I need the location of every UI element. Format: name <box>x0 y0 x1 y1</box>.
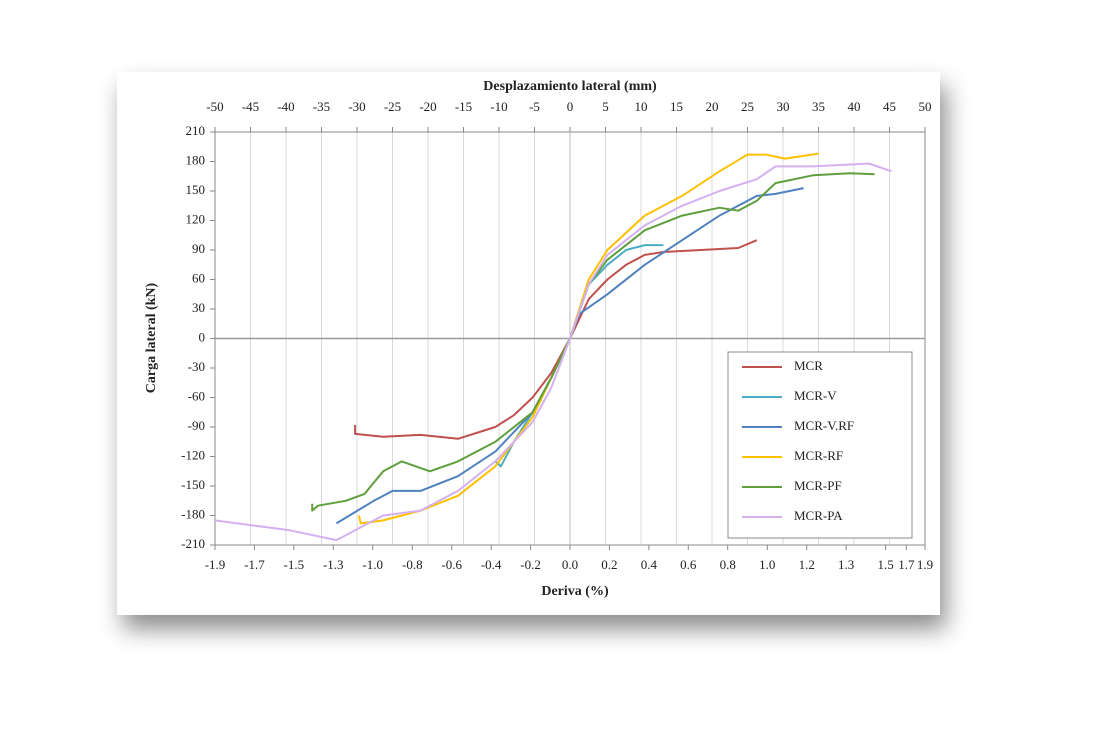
legend-label: MCR-V.RF <box>794 418 854 433</box>
x2-tick-label: 10 <box>635 99 648 114</box>
legend-label: MCR-V <box>794 388 837 403</box>
y-tick-label: 0 <box>199 329 206 344</box>
y-tick-label: 180 <box>186 152 206 167</box>
x2-tick-label: -15 <box>455 99 472 114</box>
x2-tick-label: -30 <box>348 99 365 114</box>
y-tick-label: 210 <box>186 123 206 138</box>
chart-title: Desplazamiento lateral (mm) <box>483 79 657 94</box>
x2-tick-label: 5 <box>602 99 609 114</box>
x2-tick-label: 40 <box>848 99 861 114</box>
x-tick-label: 1.2 <box>799 557 815 572</box>
x2-tick-label: 35 <box>812 99 825 114</box>
x-tick-label: 1.0 <box>759 557 775 572</box>
x2-tick-label: 45 <box>883 99 896 114</box>
x-tick-label: 1.9 <box>917 557 933 572</box>
y-tick-label: -150 <box>181 477 205 492</box>
y-tick-label: 90 <box>192 241 205 256</box>
x2-tick-label: -5 <box>529 99 540 114</box>
x2-tick-label: 25 <box>741 99 754 114</box>
x2-tick-label: 50 <box>919 99 932 114</box>
x2-tick-label: 30 <box>777 99 790 114</box>
x-tick-label: 0.6 <box>680 557 697 572</box>
y-tick-label: -210 <box>181 536 205 551</box>
legend-label: MCR <box>794 358 823 373</box>
x-tick-label: 0.8 <box>720 557 736 572</box>
y-tick-label: -180 <box>181 506 205 521</box>
x-tick-label: -1.3 <box>323 557 344 572</box>
x2-tick-label: -20 <box>419 99 436 114</box>
series-line <box>214 162 892 542</box>
x-tick-label: -0.6 <box>441 557 462 572</box>
x-axis-label: Deriva (%) <box>541 584 609 599</box>
x-tick-label: 0.2 <box>601 557 617 572</box>
legend-label: MCR-PA <box>794 508 843 523</box>
legend-label: MCR-RF <box>794 448 843 463</box>
x2-tick-label: -10 <box>490 99 507 114</box>
series-line <box>311 172 875 512</box>
x-tick-label: -0.4 <box>481 557 502 572</box>
x-tick-label: -0.8 <box>402 557 423 572</box>
x2-tick-label: -45 <box>242 99 259 114</box>
series-line <box>354 239 758 440</box>
y-tick-label: 120 <box>186 211 206 226</box>
x-tick-label: 0.4 <box>641 557 658 572</box>
x2-tick-label: -40 <box>277 99 294 114</box>
x2-tick-label: -50 <box>206 99 223 114</box>
x-tick-label: -1.0 <box>362 557 383 572</box>
y-tick-label: 60 <box>192 270 205 285</box>
legend <box>727 351 913 539</box>
y-axis-label: Carga lateral (kN) <box>144 282 159 393</box>
x2-tick-label: -25 <box>384 99 401 114</box>
x2-tick-label: -35 <box>313 99 330 114</box>
y-tick-label: 150 <box>186 182 206 197</box>
x-tick-label: -1.9 <box>205 557 226 572</box>
x-tick-label: -0.2 <box>520 557 541 572</box>
y-tick-label: 30 <box>192 300 205 315</box>
x-tick-label: -1.5 <box>284 557 305 572</box>
y-tick-label: -60 <box>188 388 205 403</box>
x-tick-label: 0.0 <box>562 557 578 572</box>
y-tick-label: -90 <box>188 418 205 433</box>
x2-tick-label: 0 <box>567 99 574 114</box>
y-tick-label: -120 <box>181 447 205 462</box>
x-tick-label: -1.7 <box>244 557 265 572</box>
x-tick-label: 1.3 <box>838 557 854 572</box>
x2-tick-label: 20 <box>706 99 719 114</box>
x-tick-label: 1.7 <box>898 557 915 572</box>
x2-tick-label: 15 <box>670 99 683 114</box>
y-tick-label: -30 <box>188 359 205 374</box>
x-tick-label: 1.5 <box>877 557 893 572</box>
legend-label: MCR-PF <box>794 478 842 493</box>
